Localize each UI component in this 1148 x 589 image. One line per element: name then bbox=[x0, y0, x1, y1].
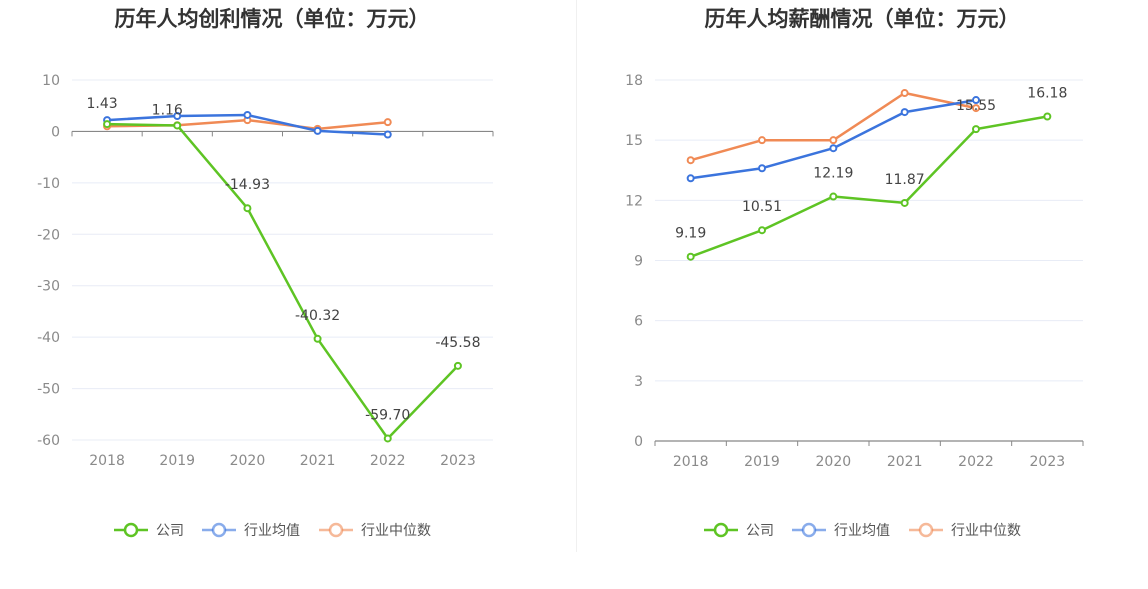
data-label: 15.55 bbox=[956, 98, 996, 114]
data-point-company bbox=[383, 434, 392, 443]
data-point-industry_median bbox=[686, 156, 695, 165]
data-label: 1.16 bbox=[152, 102, 183, 118]
x-tick-label: 2020 bbox=[816, 454, 852, 470]
data-point-company bbox=[972, 125, 980, 134]
legend-label: 公司 bbox=[746, 523, 774, 539]
data-label: -59.70 bbox=[365, 407, 410, 423]
data-point-company bbox=[243, 204, 252, 213]
x-tick-label: 2022 bbox=[958, 454, 994, 470]
x-tick-label: 2021 bbox=[300, 453, 336, 469]
y-tick-label: -50 bbox=[37, 382, 60, 398]
legend-marker-icon bbox=[918, 522, 934, 538]
data-label: 12.19 bbox=[813, 166, 853, 182]
data-point-company bbox=[1043, 112, 1052, 121]
y-tick-label: -30 bbox=[37, 279, 60, 295]
data-point-industry_avg bbox=[758, 164, 766, 173]
data-point-industry_avg bbox=[313, 126, 322, 135]
data-point-industry_avg bbox=[829, 144, 838, 153]
data-label: 1.43 bbox=[86, 96, 117, 112]
legend-marker-icon bbox=[713, 522, 729, 538]
legend-marker-icon bbox=[211, 522, 227, 538]
data-point-industry_avg bbox=[243, 110, 252, 119]
y-tick-label: 12 bbox=[625, 193, 643, 209]
data-label: 10.51 bbox=[742, 199, 782, 215]
legend-label: 行业中位数 bbox=[951, 523, 1021, 539]
y-tick-label: -20 bbox=[37, 227, 60, 243]
legend-marker-icon bbox=[801, 522, 817, 538]
data-label: -14.93 bbox=[225, 177, 270, 193]
data-point-company bbox=[758, 226, 766, 235]
data-label: -45.58 bbox=[435, 335, 480, 351]
y-tick-label: 3 bbox=[634, 374, 643, 390]
data-label: -40.32 bbox=[295, 308, 340, 324]
legend-label: 行业中位数 bbox=[361, 523, 431, 539]
data-point-company bbox=[829, 192, 838, 201]
data-point-company bbox=[686, 252, 695, 261]
data-point-industry_median bbox=[829, 136, 838, 145]
x-tick-label: 2021 bbox=[887, 454, 923, 470]
y-tick-label: 15 bbox=[625, 133, 643, 149]
x-tick-label: 2019 bbox=[744, 454, 780, 470]
legend-marker-icon bbox=[123, 522, 139, 538]
x-tick-label: 2023 bbox=[440, 453, 476, 469]
data-point-industry_avg bbox=[173, 112, 182, 120]
legend-label: 行业均值 bbox=[834, 523, 890, 539]
data-point-company bbox=[173, 121, 182, 130]
y-tick-label: -60 bbox=[37, 433, 60, 449]
x-tick-label: 2022 bbox=[370, 453, 406, 469]
series-line-company bbox=[690, 115, 1048, 258]
series-line-company bbox=[107, 122, 459, 440]
chart-per-capita-salary: 历年人均薪酬情况（单位：万元） 18 15 12 9 6 3 0 2018 2019 2020 20… bbox=[625, 7, 1084, 539]
chart-per-capita-profit: 历年人均创利情况（单位：万元） 10 0 -10 -20 -30 -40 -50 -60 201… bbox=[37, 7, 494, 539]
y-tick-label: 6 bbox=[634, 314, 643, 330]
data-point-industry_median bbox=[972, 104, 980, 113]
data-point-company bbox=[453, 361, 462, 370]
data-point-industry_avg bbox=[900, 108, 909, 117]
x-tick-label: 2018 bbox=[673, 454, 709, 470]
y-tick-label: 0 bbox=[634, 434, 643, 450]
legend-item-company[interactable]: 公司 bbox=[704, 522, 774, 539]
y-tick-label: 0 bbox=[51, 124, 60, 140]
x-tick-label: 2020 bbox=[230, 453, 266, 469]
chart-title: 历年人均创利情况（单位：万元） bbox=[115, 7, 430, 31]
legend-item-company[interactable]: 公司 bbox=[114, 522, 184, 539]
legend-item-industry_median[interactable]: 行业中位数 bbox=[909, 522, 1021, 539]
legend-item-industry_avg[interactable]: 行业均值 bbox=[792, 522, 890, 539]
x-tick-label: 2023 bbox=[1030, 454, 1066, 470]
legend-marker-icon bbox=[328, 522, 344, 538]
data-point-industry_median bbox=[900, 89, 909, 98]
legend-item-industry_median[interactable]: 行业中位数 bbox=[319, 522, 431, 539]
data-label: 11.87 bbox=[885, 172, 925, 188]
y-tick-label: 9 bbox=[634, 254, 643, 270]
legend-item-industry_avg[interactable]: 行业均值 bbox=[202, 522, 300, 539]
legend-label: 行业均值 bbox=[244, 523, 300, 539]
data-label: 9.19 bbox=[675, 226, 706, 242]
data-point-industry_avg bbox=[972, 96, 980, 105]
y-tick-label: -10 bbox=[37, 176, 60, 192]
data-point-company bbox=[900, 198, 909, 207]
y-tick-label: 18 bbox=[625, 73, 643, 89]
y-tick-label: 10 bbox=[42, 73, 60, 89]
chart-title: 历年人均薪酬情况（单位：万元） bbox=[705, 7, 1020, 31]
data-label: 16.18 bbox=[1027, 86, 1067, 102]
x-tick-label: 2019 bbox=[159, 453, 195, 469]
panel-divider bbox=[576, 0, 577, 552]
legend-label: 公司 bbox=[156, 523, 184, 539]
x-tick-label: 2018 bbox=[89, 453, 125, 469]
data-point-industry_median bbox=[383, 118, 392, 127]
data-point-company bbox=[313, 334, 322, 343]
data-point-industry_avg bbox=[686, 174, 695, 183]
data-point-industry_avg bbox=[383, 130, 392, 139]
y-tick-label: -40 bbox=[37, 330, 60, 346]
data-point-company bbox=[103, 120, 112, 129]
data-point-industry_median bbox=[758, 136, 766, 145]
